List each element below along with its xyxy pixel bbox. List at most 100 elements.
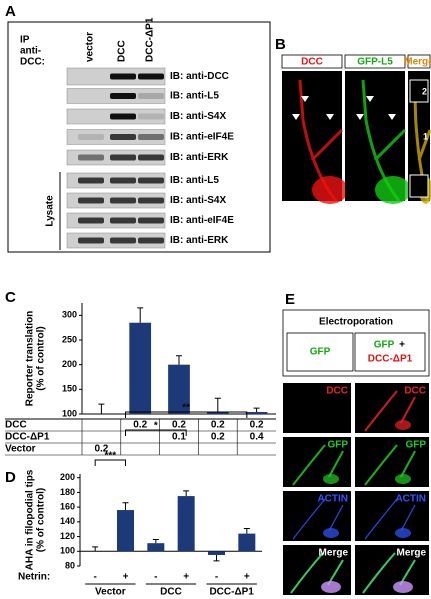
- bar: [129, 322, 152, 414]
- y-tick-label: 150: [62, 384, 77, 394]
- blot-band: [138, 197, 164, 204]
- bar: [147, 543, 165, 552]
- bar: [245, 412, 268, 414]
- channel-label: GFP: [405, 440, 426, 451]
- table-cell: 0.2: [211, 432, 225, 443]
- error-bar: [253, 407, 260, 413]
- error-bar: [137, 307, 144, 323]
- error-bar: [183, 490, 190, 497]
- table-cell: 0.4: [250, 432, 264, 443]
- ib-label: IB: anti-eIF4E: [170, 215, 234, 226]
- error-bar: [213, 554, 220, 562]
- blot-band: [138, 154, 164, 161]
- y-tick-label: 140: [60, 516, 75, 526]
- ip-label: IP: [20, 35, 30, 46]
- inset-label: 1: [423, 131, 428, 141]
- micrograph: [283, 383, 351, 433]
- table-cell: 0.1: [172, 432, 186, 443]
- column-label: vector: [85, 32, 96, 62]
- error-bar: [122, 502, 129, 511]
- ib-label: IB: anti-S4X: [170, 111, 226, 122]
- ib-label: IB: anti-ERK: [170, 235, 229, 246]
- bar: [238, 533, 256, 552]
- blot-band: [110, 93, 136, 99]
- blot-band: [110, 154, 136, 161]
- blot-band: [110, 113, 136, 120]
- significance-label: ***: [104, 451, 116, 462]
- inset: [409, 79, 429, 103]
- blot-band: [138, 177, 164, 184]
- blot-band: [110, 177, 136, 184]
- ib-label: IB: anti-eIF4E: [170, 132, 234, 143]
- channel-label-box: [344, 54, 406, 69]
- cell-shape: [364, 444, 416, 486]
- table-row-label: Vector: [5, 444, 36, 455]
- y-axis-label: (% of control): [36, 488, 47, 552]
- bar: [117, 510, 134, 552]
- panel-letter: E: [285, 291, 295, 308]
- cell-body: [393, 581, 413, 593]
- blot-band: [138, 113, 164, 120]
- cell-body: [323, 528, 339, 538]
- cell-shape: [362, 552, 416, 594]
- significance-bracket: [125, 429, 187, 436]
- table-cell: 0.2: [133, 420, 147, 431]
- table-cell: 0.2: [94, 444, 108, 455]
- column-label: DCC-ΔP1: [145, 17, 156, 62]
- micrograph: [355, 491, 429, 541]
- blot-band: [78, 197, 104, 204]
- blot-band: [138, 73, 164, 80]
- cell-body: [321, 581, 341, 593]
- bar: [168, 364, 190, 414]
- channel-label: DCC: [404, 386, 426, 397]
- y-tick-label: 300: [62, 310, 77, 320]
- inset-label: 2: [422, 86, 427, 96]
- x-tick-label: -: [154, 572, 157, 583]
- ip-label: DCC:: [20, 57, 45, 68]
- blot-band: [138, 217, 164, 224]
- micrograph: [283, 491, 351, 541]
- group-label: Vector: [95, 587, 126, 598]
- condition-label: GFP: [310, 347, 331, 358]
- table-row-label: DCC-ΔP1: [5, 432, 50, 443]
- cell-shape: [292, 444, 344, 486]
- arrowhead: [301, 96, 309, 102]
- micrograph: [355, 383, 429, 433]
- blot-band: [78, 134, 104, 140]
- arrowhead: [356, 114, 364, 120]
- blot-band: [110, 197, 136, 204]
- channel-label: ACTIN: [395, 494, 426, 505]
- error-bar: [214, 397, 221, 412]
- y-tick-label: 120: [60, 531, 75, 541]
- condition-box: [286, 332, 354, 372]
- channel-label: DCC: [301, 57, 323, 68]
- channel-label: ACTIN: [317, 494, 348, 505]
- channel-label: GFP: [327, 440, 348, 451]
- table-row-label: DCC: [5, 420, 27, 431]
- blot-band: [110, 237, 136, 244]
- cell-shape: [292, 498, 344, 540]
- condition-label: DCC-ΔP1: [368, 354, 413, 365]
- channel-label: Merge: [319, 548, 349, 559]
- cell-shape: [364, 498, 416, 540]
- y-axis-label: Reporter translation: [25, 311, 36, 407]
- x-axis-title: Netrin:: [18, 572, 50, 583]
- blot-band: [138, 237, 164, 244]
- x-tick-label: -: [215, 572, 218, 583]
- y-tick-label: 100: [60, 546, 75, 556]
- channel-label: DCC: [326, 386, 348, 397]
- significance-label: **: [182, 403, 190, 414]
- y-axis-label: (% of control): [36, 326, 47, 390]
- cell-body: [312, 176, 348, 204]
- blot-band: [78, 217, 104, 224]
- ib-label: IB: anti-S4X: [170, 195, 226, 206]
- cell-body: [395, 420, 411, 430]
- bar: [177, 496, 195, 552]
- y-tick-label: 100: [62, 408, 77, 418]
- group-label: DCC-ΔP1: [209, 587, 254, 598]
- lysate-label: Lysate: [45, 195, 56, 227]
- blot-band: [78, 154, 104, 161]
- panel-letter: D: [5, 469, 16, 486]
- cell-body: [375, 176, 411, 204]
